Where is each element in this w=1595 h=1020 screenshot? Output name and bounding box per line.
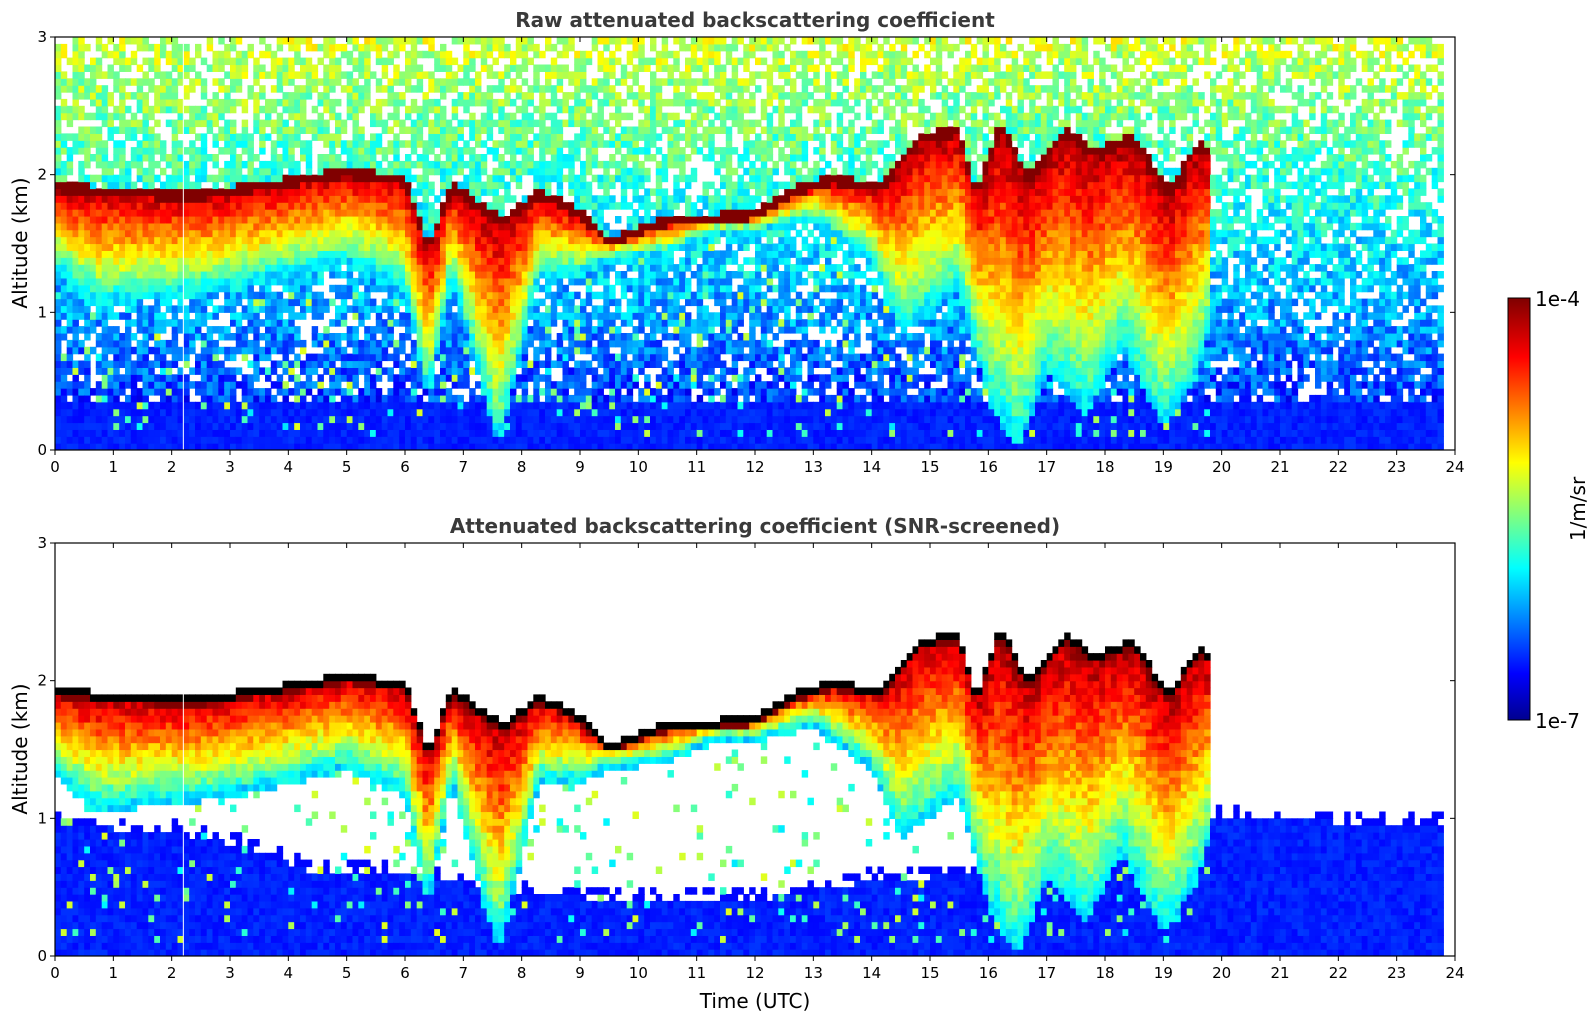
x-tick-label: 18: [1095, 458, 1114, 476]
x-tick-label: 11: [687, 964, 706, 982]
y-axis-label-screened: Altitude (km): [8, 683, 32, 814]
x-tick-label: 22: [1329, 458, 1348, 476]
x-tick-label: 12: [745, 964, 764, 982]
y-tick-label: 3: [37, 28, 47, 46]
x-tick-label: 11: [687, 458, 706, 476]
x-axis-label: Time (UTC): [699, 989, 811, 1013]
x-tick-label: 8: [517, 964, 527, 982]
x-tick-label: 7: [459, 458, 469, 476]
y-tick-label: 3: [37, 534, 47, 552]
y-tick-label: 0: [37, 947, 47, 965]
x-tick-label: 6: [400, 458, 410, 476]
y-tick-label: 2: [37, 166, 47, 184]
x-tick-label: 19: [1154, 964, 1173, 982]
x-tick-label: 20: [1212, 964, 1231, 982]
x-tick-label: 10: [629, 458, 648, 476]
x-ticks-screened: 0 1 2 3 4 5 6 7 8 9 10 11 12 13 14 15 16 17 18 19 20 21 22 23 24: [50, 543, 1465, 982]
x-tick-label: 4: [284, 964, 294, 982]
x-tick-label: 18: [1095, 964, 1114, 982]
y-tick-label: 1: [37, 303, 47, 321]
x-tick-label: 23: [1387, 964, 1406, 982]
colorbar-max-label: 1e-4: [1535, 287, 1580, 311]
x-tick-label: 3: [225, 458, 235, 476]
x-tick-label: 9: [575, 458, 585, 476]
x-tick-label: 3: [225, 964, 235, 982]
panel-raw: Raw attenuated backscattering coefficien…: [8, 8, 1465, 476]
x-tick-label: 16: [979, 964, 998, 982]
x-tick-label: 5: [342, 458, 352, 476]
y-tick-label: 1: [37, 809, 47, 827]
x-tick-label: 17: [1037, 458, 1056, 476]
y-ticks-screened: 0 1 2 3: [37, 534, 1455, 965]
x-tick-label: 1: [109, 964, 119, 982]
x-tick-label: 5: [342, 964, 352, 982]
colorbar-units-label: 1/m/sr: [1566, 476, 1590, 541]
y-ticks-raw: 0 1 2 3: [37, 28, 1455, 459]
y-axis-label-raw: Altitude (km): [8, 177, 32, 308]
y-tick-label: 0: [37, 441, 47, 459]
x-tick-label: 17: [1037, 964, 1056, 982]
colorbar-gradient: [1507, 297, 1531, 721]
x-tick-label: 9: [575, 964, 585, 982]
heatmap-screened: [55, 543, 1444, 956]
x-tick-label: 7: [459, 964, 469, 982]
x-tick-label: 4: [284, 458, 294, 476]
panel-screened: Attenuated backscattering coefficient (S…: [8, 514, 1465, 1013]
x-tick-label: 2: [167, 458, 177, 476]
colorbar-min-label: 1e-7: [1535, 709, 1580, 733]
x-tick-label: 12: [745, 458, 764, 476]
x-tick-label: 20: [1212, 458, 1231, 476]
x-tick-label: 14: [862, 964, 881, 982]
x-tick-label: 15: [920, 964, 939, 982]
x-ticks-raw: 0 1 2 3 4 5 6 7 8 9 10 11 12 13 14 15 16 17 18 19 20 21 22 23 24: [50, 37, 1465, 476]
x-tick-label: 15: [920, 458, 939, 476]
x-tick-label: 2: [167, 964, 177, 982]
x-tick-label: 14: [862, 458, 881, 476]
x-tick-label: 16: [979, 458, 998, 476]
x-tick-label: 10: [629, 964, 648, 982]
x-tick-label: 21: [1270, 458, 1289, 476]
chart-title-screened: Attenuated backscattering coefficient (S…: [450, 514, 1060, 538]
x-tick-label: 8: [517, 458, 527, 476]
x-tick-label: 13: [804, 458, 823, 476]
x-tick-label: 13: [804, 964, 823, 982]
x-tick-label: 22: [1329, 964, 1348, 982]
y-tick-label: 2: [37, 672, 47, 690]
x-tick-label: 24: [1445, 458, 1464, 476]
chart-title-raw: Raw attenuated backscattering coefficien…: [515, 8, 995, 32]
x-tick-label: 23: [1387, 458, 1406, 476]
colorbar: 1e-4 1e-7 1/m/sr: [1507, 287, 1590, 733]
x-tick-label: 1: [109, 458, 119, 476]
heatmap-raw: [55, 37, 1444, 450]
x-tick-label: 6: [400, 964, 410, 982]
x-tick-label: 0: [50, 458, 60, 476]
x-tick-label: 24: [1445, 964, 1464, 982]
x-tick-label: 19: [1154, 458, 1173, 476]
x-tick-label: 0: [50, 964, 60, 982]
x-tick-label: 21: [1270, 964, 1289, 982]
